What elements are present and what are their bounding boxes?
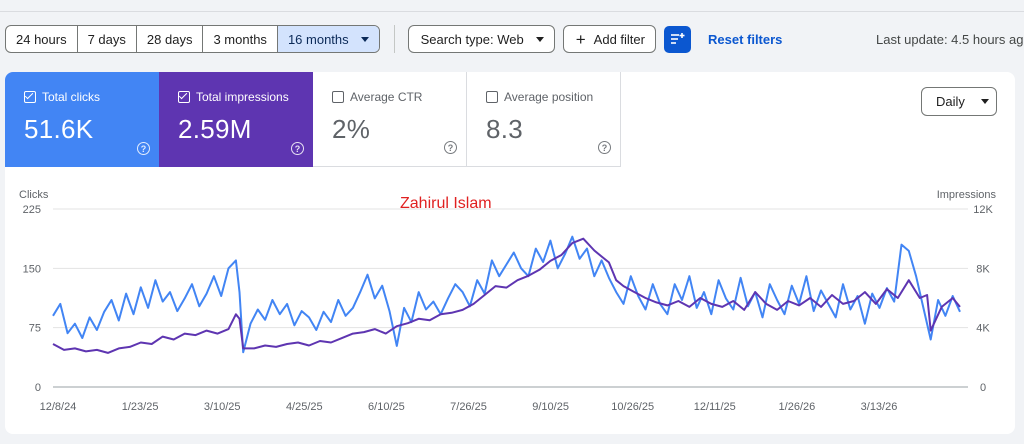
top-divider xyxy=(0,11,1024,12)
x-tick-label: 12/11/25 xyxy=(694,401,736,413)
impressions-series-line xyxy=(52,237,961,354)
metric-label: Average position xyxy=(486,90,620,104)
metric-label-text: Average CTR xyxy=(350,90,423,104)
metric-card-total-impressions[interactable]: Total impressions 2.59M ? xyxy=(159,72,313,167)
search-type-dropdown[interactable]: Search type: Web xyxy=(407,25,555,53)
reset-filters-link[interactable]: Reset filters xyxy=(707,31,783,47)
left-axis-label: Clicks xyxy=(19,189,49,201)
date-range-selector: 24 hours 7 days 28 days 3 months 16 mont… xyxy=(5,25,380,53)
filter-toolbar: 24 hours 7 days 28 days 3 months 16 mont… xyxy=(5,25,782,53)
left-tick-label: 0 xyxy=(35,382,41,394)
left-tick-label: 75 xyxy=(29,323,41,335)
help-icon[interactable]: ? xyxy=(291,142,304,155)
filter-settings-button[interactable] xyxy=(663,25,691,53)
watermark-text: Zahirul Islam xyxy=(400,195,492,212)
x-tick-label: 3/10/25 xyxy=(204,401,241,413)
left-tick-label: 150 xyxy=(23,263,41,275)
performance-chart: 225 150 75 0 12K 8K 4K 0 Clicks Impressions 12/8/2… xyxy=(19,189,997,413)
range-16-months[interactable]: 16 months xyxy=(277,26,379,52)
checkbox-checked-icon[interactable] xyxy=(178,91,190,103)
range-7-days[interactable]: 7 days xyxy=(78,26,137,52)
metric-card-average-ctr[interactable]: Average CTR 2% ? xyxy=(313,72,467,167)
help-icon[interactable]: ? xyxy=(598,141,611,154)
range-3-months[interactable]: 3 months xyxy=(203,26,278,52)
metric-label-text: Total impressions xyxy=(196,90,289,104)
metric-card-average-position[interactable]: Average position 8.3 ? xyxy=(467,72,621,167)
metric-label: Total clicks xyxy=(24,90,159,104)
metric-label: Average CTR xyxy=(332,90,466,104)
last-update-text: Last update: 4.5 hours ago xyxy=(876,32,1024,47)
right-tick-label: 8K xyxy=(976,263,990,275)
help-icon[interactable]: ? xyxy=(444,141,457,154)
metric-value: 51.6K xyxy=(24,114,94,144)
x-tick-label: 6/10/25 xyxy=(368,401,405,413)
clicks-series-line xyxy=(52,235,961,354)
checkbox-unchecked-icon[interactable] xyxy=(332,91,344,103)
filter-sliders-icon xyxy=(670,33,685,44)
right-tick-label: 12K xyxy=(973,204,993,216)
right-tick-label: 0 xyxy=(980,382,986,394)
x-tick-label: 1/26/26 xyxy=(779,401,816,413)
toolbar-divider xyxy=(393,25,395,53)
checkbox-checked-icon[interactable] xyxy=(24,91,36,103)
x-tick-label: 4/25/25 xyxy=(286,401,323,413)
metric-value: 2% xyxy=(332,114,371,144)
x-tick-label: 7/26/25 xyxy=(450,401,487,413)
search-type-label: Search type: Web xyxy=(420,31,524,47)
metric-value: 8.3 xyxy=(486,114,524,144)
left-tick-label: 225 xyxy=(23,204,41,216)
metric-card-total-clicks[interactable]: Total clicks 51.6K ? xyxy=(5,72,159,167)
help-icon[interactable]: ? xyxy=(137,142,150,155)
metric-label: Total impressions xyxy=(178,90,313,104)
checkbox-unchecked-icon[interactable] xyxy=(486,91,498,103)
chevron-down-icon xyxy=(535,36,544,42)
x-tick-label: 12/8/24 xyxy=(40,401,77,413)
add-filter-label: Add filter xyxy=(593,31,645,47)
x-tick-label: 9/10/25 xyxy=(532,401,569,413)
x-tick-label: 1/23/25 xyxy=(122,401,159,413)
granularity-dropdown[interactable]: Daily xyxy=(921,87,997,116)
add-filter-button[interactable]: + Add filter xyxy=(562,25,656,53)
performance-panel: Total clicks 51.6K ? Total impressions 2… xyxy=(5,72,1015,434)
metric-label-text: Average position xyxy=(504,90,594,104)
right-axis-label: Impressions xyxy=(937,189,997,201)
right-tick-label: 4K xyxy=(976,323,990,335)
metric-label-text: Total clicks xyxy=(42,90,101,104)
granularity-label: Daily xyxy=(936,94,965,109)
chevron-down-icon xyxy=(360,36,369,42)
range-28-days[interactable]: 28 days xyxy=(137,26,204,52)
metric-value: 2.59M xyxy=(178,114,252,144)
chevron-down-icon xyxy=(980,99,989,104)
range-24-hours[interactable]: 24 hours xyxy=(6,26,78,52)
range-16-months-label: 16 months xyxy=(287,31,349,47)
x-tick-label: 3/13/26 xyxy=(861,401,898,413)
plus-icon: + xyxy=(575,29,586,49)
x-tick-label: 10/26/25 xyxy=(611,401,654,413)
